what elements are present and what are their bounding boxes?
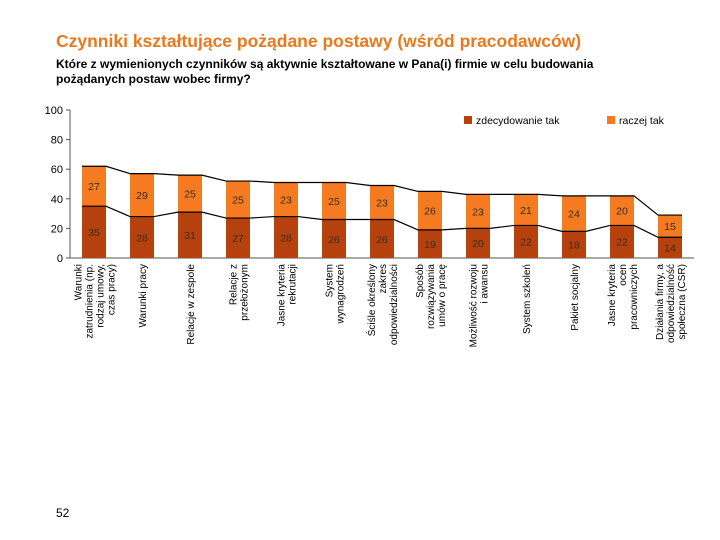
bar-raczej-tak [466,194,490,229]
bar-raczej-tak [226,181,250,219]
x-category-label: System szkoleń [522,264,533,334]
data-label-raczej-tak: 15 [664,221,676,233]
data-label-raczej-tak: 21 [520,205,532,217]
data-label-raczej-tak: 25 [328,196,340,208]
data-label-raczej-tak: 29 [136,190,148,202]
data-label-zdecydowanie-tak: 31 [184,230,196,242]
x-category-label: rozwiązywania [426,264,437,329]
bar-raczej-tak [130,173,154,217]
data-label-raczej-tak: 20 [616,206,628,218]
x-category-label: zatrudnienia (np. [85,264,96,339]
bar-zdecydowanie-tak [562,231,586,258]
bar-raczej-tak [370,185,394,220]
x-category-label: Jasne kryteria [277,264,288,327]
bar-zdecydowanie-tak [466,228,490,258]
legend-label: raczej tak [619,115,665,127]
y-tick-label: 0 [57,253,63,265]
data-label-zdecydowanie-tak: 28 [280,232,292,244]
bar-zdecydowanie-tak [130,216,154,258]
bar-zdecydowanie-tak [418,229,442,258]
bar-zdecydowanie-tak [370,219,394,258]
y-tick-label: 20 [51,223,63,235]
bar-zdecydowanie-tak [226,218,250,258]
data-label-zdecydowanie-tak: 28 [136,232,148,244]
x-category-label: rekrutacji [288,264,299,305]
x-category-label: umów o pracę [437,264,448,327]
x-category-label: Jasne kryteria [607,264,618,327]
data-label-zdecydowanie-tak: 26 [376,234,388,246]
x-category-label: System [325,264,336,297]
bar-zdecydowanie-tak [514,225,538,258]
data-label-zdecydowanie-tak: 26 [328,234,340,246]
x-category-label: ocen [618,264,629,286]
x-category-label: Relacje w zespole [186,264,197,345]
survey-question-line-2: pożądanych postaw wobec firmy? [56,72,251,86]
data-label-raczej-tak: 26 [424,206,436,218]
bar-raczej-tak [178,175,202,213]
stacked-bar-chart: 0 20 40 60 80 100 35 27 28 29 31 25 27 25 28 23 26 25 26 23… [45,105,694,347]
bar-zdecydowanie-tak [274,216,298,258]
x-category-label: odpowiedzialność [666,264,677,343]
x-category-label: Pakiet socjalny [570,264,581,331]
data-label-raczej-tak: 23 [376,198,388,210]
data-label-raczej-tak: 25 [184,189,196,201]
bar-raczej-tak [610,195,634,226]
x-category-label: rodzaj umowy, [96,264,107,328]
data-label-zdecydowanie-tak: 18 [568,240,580,252]
x-category-label: Sposób [415,264,426,298]
legend-swatch [607,116,615,124]
y-tick-label: 100 [45,105,63,117]
data-label-zdecydowanie-tak: 22 [520,237,532,249]
data-label-zdecydowanie-tak: 19 [424,239,436,251]
survey-question-line-1: Które z wymienionych czynników są aktywn… [56,57,594,71]
bar-raczej-tak [658,215,682,238]
y-tick-label: 80 [51,135,63,147]
line-zdecydowanie-tak-level [82,205,682,238]
x-category-label: zakres [378,264,389,293]
data-label-raczej-tak: 24 [568,209,580,221]
x-category-label: wynagrodzeń [336,264,347,324]
bar-raczej-tak [562,195,586,232]
data-label-zdecydowanie-tak: 22 [616,237,628,249]
bar-raczej-tak [322,182,346,220]
x-category-label: społeczna (CSR) [677,264,688,340]
bar-raczej-tak [418,191,442,230]
data-label-raczej-tak: 27 [88,181,100,193]
slide-title: Czynniki kształtujące pożądane postawy (… [56,31,582,51]
x-category-label: i awansu [480,264,491,303]
data-label-zdecydowanie-tak: 20 [472,238,484,250]
data-label-zdecydowanie-tak: 35 [88,227,100,239]
bar-raczej-tak [82,166,106,207]
legend-swatch [464,116,472,124]
data-label-zdecydowanie-tak: 27 [232,233,244,245]
legend-label: zdecydowanie tak [476,115,560,127]
x-category-label: Relacje z [229,264,240,305]
page-number: 52 [56,506,70,520]
x-category-label: odpowiedzialności [389,264,400,345]
x-category-label: Ściśle określony [365,264,378,336]
x-category-label: pracowniczych [629,264,640,330]
x-category-label: Warunki pracy [138,264,149,328]
y-tick-label: 60 [51,164,63,176]
data-label-zdecydowanie-tak: 14 [664,243,676,255]
bar-zdecydowanie-tak [178,212,202,258]
survey-question: Które z wymienionych czynników są aktywn… [56,57,666,87]
bar-raczej-tak [274,182,298,217]
bar-zdecydowanie-tak [322,219,346,258]
bar-zdecydowanie-tak [610,225,634,258]
data-label-raczej-tak: 25 [232,195,244,207]
x-category-label: Warunki [74,264,85,300]
x-category-label: czas pracy) [107,264,118,315]
bar-zdecydowanie-tak [658,237,682,258]
line-total-level [82,165,682,216]
y-tick-label: 40 [51,194,63,206]
bar-zdecydowanie-tak [82,206,106,258]
x-category-label: Działania firmy, a [655,264,666,340]
bar-raczej-tak [514,194,538,226]
x-category-label: Możliwość rozwoju [469,264,480,347]
data-label-raczej-tak: 23 [280,195,292,207]
x-category-label: przełożonym [240,264,251,321]
data-label-raczej-tak: 23 [472,206,484,218]
